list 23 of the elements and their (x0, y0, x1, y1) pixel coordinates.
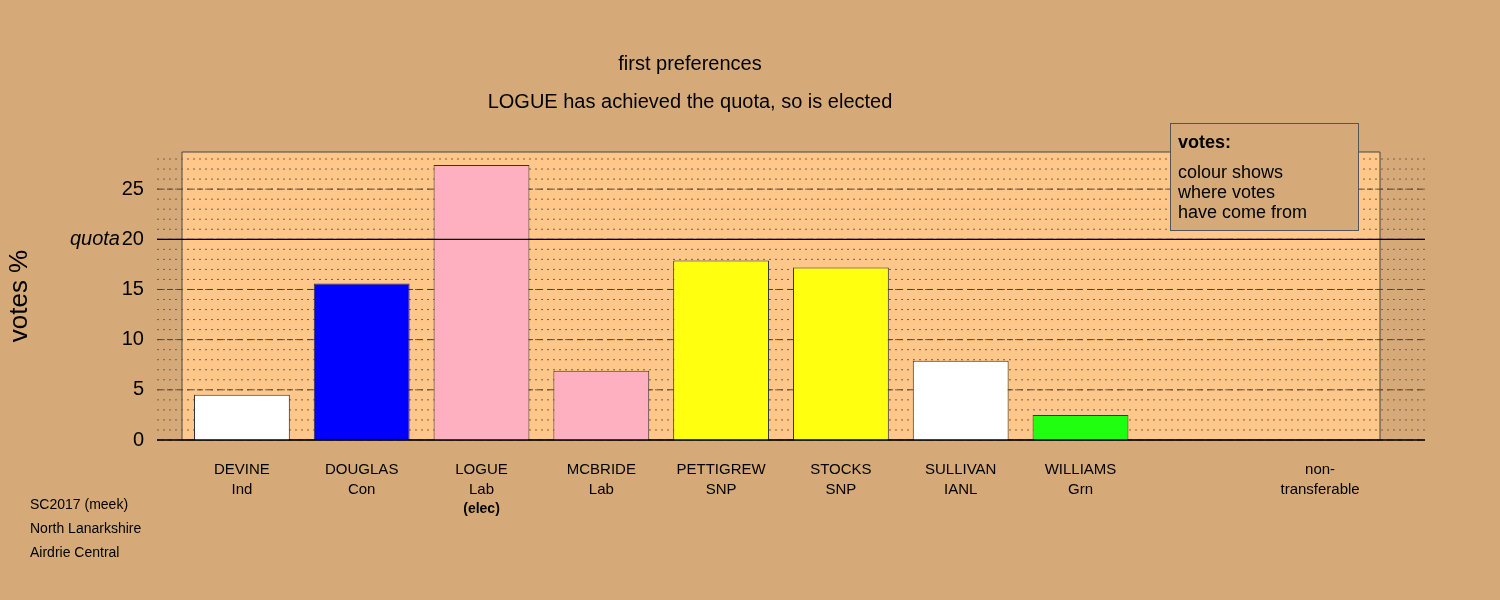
x-tick-label: non- transferable (1280, 459, 1360, 497)
annotation: colour shows where votes have come from (1178, 162, 1309, 222)
x-tick-label: MCBRIDE Lab (566, 459, 636, 497)
y-tick-label: 20 (121, 226, 144, 249)
chart-subtitle: LOGUE has achieved the quota, so is elected (487, 89, 893, 112)
x-tick-label: STOCKS SNP (810, 459, 872, 497)
y-axis-title: votes % (2, 249, 33, 343)
y-tick-label: 25 (121, 176, 144, 199)
ref-line-label: quota (69, 226, 120, 249)
chart-title: first preferences (618, 51, 762, 74)
y-tick-label: 10 (121, 327, 144, 350)
note-box: votes: colour shows where votes have come from (1170, 123, 1359, 231)
x-tick-label: LOGUE Lab (elec) (455, 459, 508, 516)
x-tick-label: WILLIAMS Grn (1044, 459, 1117, 497)
x-tick-label: SULLIVAN IANL (924, 459, 997, 497)
x-tick-label: PETTIGREW SNP (676, 459, 767, 497)
text: SC2017 (meek) North Lanarkshire Airdrie Central (30, 495, 142, 560)
x-tick-label: DOUGLAS Con (325, 459, 399, 497)
y-tick-label: 5 (132, 377, 144, 400)
y-tick-label: 15 (121, 276, 144, 299)
legend-title: votes: (1178, 132, 1232, 152)
y-tick-label: 0 (132, 427, 144, 450)
x-tick-label: DEVINE Ind (213, 459, 270, 497)
